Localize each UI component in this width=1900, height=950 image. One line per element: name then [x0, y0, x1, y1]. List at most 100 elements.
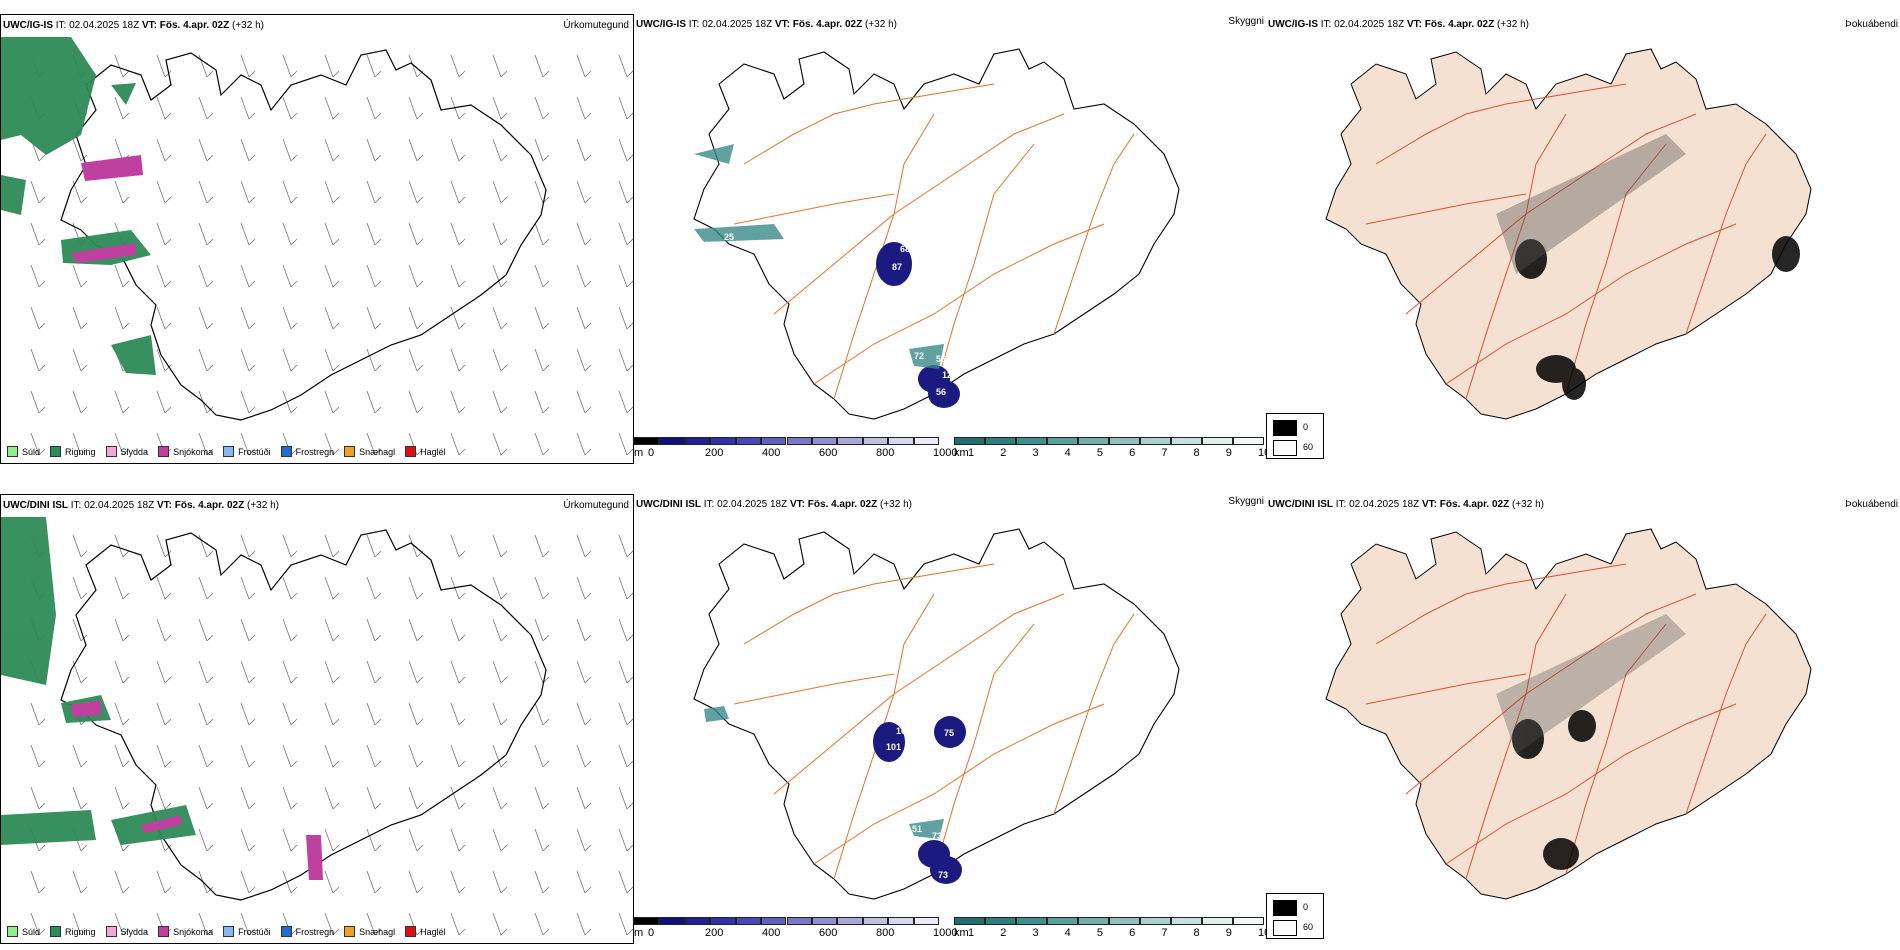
wind-barb: [576, 618, 592, 642]
wind-barb: [450, 786, 466, 810]
wind-barb: [240, 912, 256, 936]
legend-swatch: [158, 926, 170, 937]
wind-barb: [534, 432, 550, 456]
scale-tick-label: 8: [1193, 927, 1200, 939]
visibility-value: 105: [704, 240, 720, 250]
wind-barb: [576, 828, 592, 852]
wind-barb: [408, 306, 424, 330]
scale-segment: [786, 917, 812, 925]
wind-barb: [366, 828, 382, 852]
wind-barb: [408, 660, 424, 684]
wind-barb: [114, 870, 130, 894]
wind-barb: [408, 828, 424, 852]
legend-swatch: [105, 926, 117, 937]
wind-barb: [618, 534, 633, 558]
wind-barb: [576, 306, 592, 330]
wind-barb: [72, 912, 88, 936]
scale-segment: [761, 437, 787, 445]
legend-item: Haglél: [405, 446, 446, 457]
wind-barb: [30, 870, 46, 894]
wind-barb: [408, 786, 424, 810]
visibility-value: 75: [944, 728, 955, 738]
wind-barb: [450, 390, 466, 414]
scale-tick-label: 9: [1225, 927, 1232, 939]
wind-barb: [198, 180, 214, 204]
scale-tick-label: 1: [968, 927, 975, 939]
wind-barb: [534, 744, 550, 768]
legend-item: Snæhagl: [344, 926, 395, 937]
wind-barb: [576, 912, 592, 936]
wind-barb: [198, 828, 214, 852]
scale-segment: [634, 917, 660, 925]
wind-barb: [534, 180, 550, 204]
wind-barb: [324, 618, 340, 642]
wind-barb: [114, 618, 130, 642]
wind-barb: [366, 432, 382, 456]
legend-swatch: [280, 446, 292, 457]
wind-barb: [450, 744, 466, 768]
visibility-scale-m: m 0 200 400 600 800 1000: [634, 917, 957, 939]
wind-barb: [366, 264, 382, 288]
wind-barb: [492, 912, 508, 936]
wind-barb: [366, 870, 382, 894]
wind-barb: [618, 828, 633, 852]
wind-barb: [492, 390, 508, 414]
wind-barb: [72, 534, 88, 558]
wind-barb: [324, 222, 340, 246]
wind-barb: [198, 306, 214, 330]
legend-swatch: [405, 926, 417, 937]
wind-barb: [156, 786, 172, 810]
wind-barb: [492, 348, 508, 372]
wind-barb: [450, 264, 466, 288]
scale-segment: [1109, 437, 1140, 445]
wind-barb: [492, 576, 508, 600]
scale-tick-label: 600: [819, 447, 838, 459]
wind-barb: [366, 348, 382, 372]
precip-legend: Súld Rigning Slydda Snjókoma Frostúði Fr…: [7, 926, 446, 937]
wind-barb: [324, 660, 340, 684]
wind-barb: [576, 264, 592, 288]
scale-tick-label: 6: [1129, 447, 1136, 459]
wind-barb: [324, 702, 340, 726]
road-line: [733, 673, 895, 705]
scale-segment: [1047, 437, 1078, 445]
scale-segment: [1140, 917, 1171, 925]
wind-barb: [198, 264, 214, 288]
wind-barb: [366, 576, 382, 600]
scale-segment: [913, 437, 939, 445]
wind-barb: [408, 744, 424, 768]
scale-segment: [1202, 437, 1233, 445]
scale-segment: [811, 917, 838, 925]
wind-barb: [366, 138, 382, 162]
wind-barb: [156, 54, 172, 78]
legend-swatch: [223, 926, 235, 937]
wind-barb: [324, 390, 340, 414]
wind-barb: [282, 744, 298, 768]
wind-barb: [492, 54, 508, 78]
wind-barb: [492, 432, 508, 456]
wind-barb: [240, 432, 256, 456]
wind-barb: [30, 306, 46, 330]
road-line: [1405, 113, 1697, 315]
scale-segment: [862, 437, 889, 445]
road-line: [1465, 113, 1567, 400]
wind-barb: [156, 576, 172, 600]
scale-segment: [1047, 917, 1078, 925]
wind-barb: [576, 222, 592, 246]
wind-barb: [366, 786, 382, 810]
legend-swatch: [50, 446, 62, 457]
wind-barb: [72, 870, 88, 894]
wind-barb: [576, 138, 592, 162]
visibility-value: 73: [938, 870, 949, 880]
wind-barb: [576, 870, 592, 894]
scale-tick-label: 7: [1161, 927, 1168, 939]
wind-barb: [198, 912, 214, 936]
scale-tick-label: 9: [1225, 447, 1232, 459]
scale-tick-label: 10: [1258, 927, 1266, 939]
wind-barb: [114, 744, 130, 768]
scale-tick-label: 600: [819, 927, 838, 939]
precip-map: [1, 517, 633, 936]
wind-barb: [534, 828, 550, 852]
wind-barb: [30, 222, 46, 246]
panel-header: UWC/DINI ISL IT: 02.04.2025 18Z VT: Fös.…: [1268, 499, 1544, 510]
